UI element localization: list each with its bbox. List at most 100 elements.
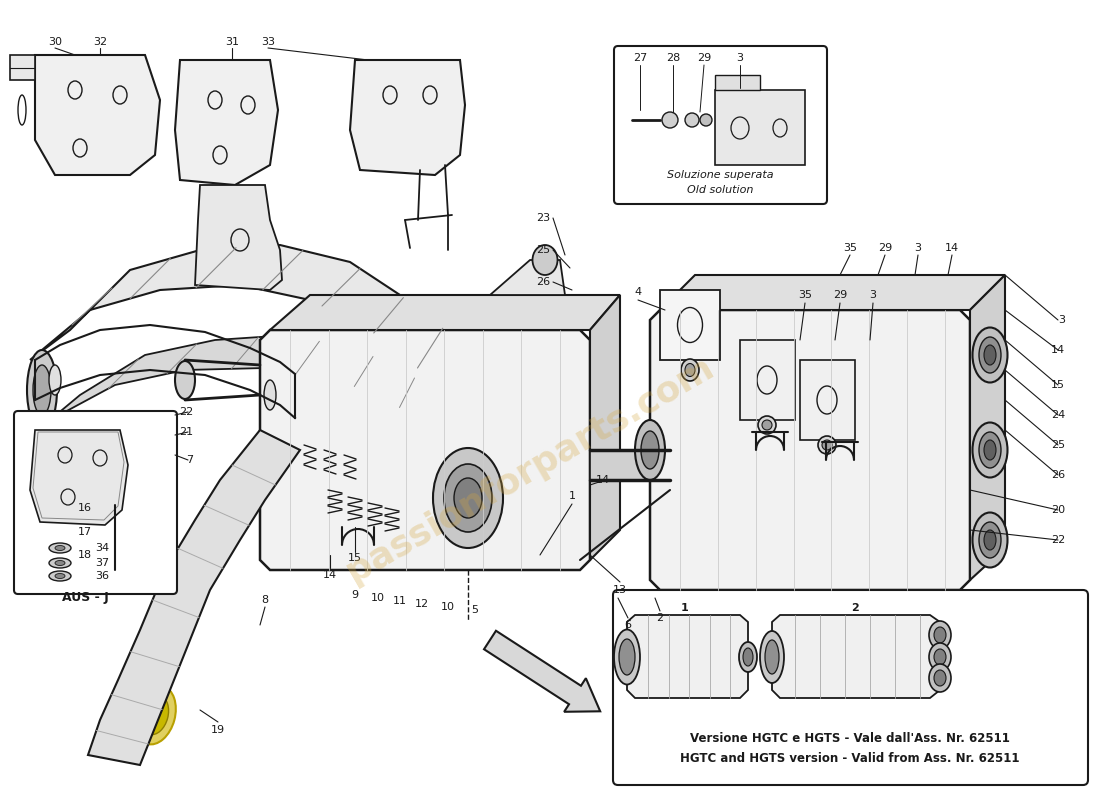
Text: 3: 3: [914, 243, 922, 253]
Text: 14: 14: [596, 475, 611, 485]
Text: 24: 24: [1050, 410, 1065, 420]
Text: 3: 3: [737, 53, 744, 63]
Ellipse shape: [742, 648, 754, 666]
Ellipse shape: [758, 416, 776, 434]
Text: 10: 10: [441, 602, 455, 612]
Text: 31: 31: [226, 37, 239, 47]
Polygon shape: [627, 615, 748, 698]
Polygon shape: [660, 290, 720, 360]
Text: 6: 6: [625, 620, 631, 630]
Text: 1: 1: [569, 491, 575, 501]
Ellipse shape: [984, 345, 996, 365]
Text: 18: 18: [78, 550, 92, 560]
Ellipse shape: [55, 574, 65, 578]
Ellipse shape: [822, 440, 832, 450]
Text: 19: 19: [211, 725, 226, 735]
Text: Old solution: Old solution: [686, 185, 754, 195]
Ellipse shape: [700, 114, 712, 126]
Ellipse shape: [972, 327, 1008, 382]
Polygon shape: [660, 275, 1005, 310]
Polygon shape: [260, 330, 590, 570]
Ellipse shape: [99, 505, 117, 515]
Text: 29: 29: [878, 243, 892, 253]
Text: 15: 15: [348, 553, 362, 563]
Ellipse shape: [685, 363, 695, 377]
Ellipse shape: [33, 365, 51, 415]
Text: 21: 21: [179, 427, 192, 437]
Text: 32: 32: [92, 37, 107, 47]
Text: 14: 14: [945, 243, 959, 253]
Ellipse shape: [433, 448, 503, 548]
Text: 30: 30: [48, 37, 62, 47]
Text: 25: 25: [536, 245, 550, 255]
Text: 23: 23: [536, 213, 550, 223]
Ellipse shape: [454, 478, 482, 518]
Text: 35: 35: [843, 243, 857, 253]
Text: 13: 13: [613, 585, 627, 595]
Polygon shape: [350, 60, 465, 175]
Ellipse shape: [99, 553, 117, 563]
Text: 20: 20: [1050, 505, 1065, 515]
Text: 35: 35: [798, 290, 812, 300]
Polygon shape: [88, 430, 300, 765]
Text: passionforparts.com: passionforparts.com: [340, 350, 719, 590]
Text: 12: 12: [415, 599, 429, 609]
Text: 26: 26: [1050, 470, 1065, 480]
FancyBboxPatch shape: [613, 590, 1088, 785]
Text: 37: 37: [95, 558, 109, 568]
Ellipse shape: [979, 337, 1001, 373]
Ellipse shape: [934, 670, 946, 686]
Ellipse shape: [972, 513, 1008, 567]
Ellipse shape: [50, 543, 72, 553]
Text: Versione HGTC e HGTS - Vale dall'Ass. Nr. 62511: Versione HGTC e HGTS - Vale dall'Ass. Nr…: [690, 731, 1010, 745]
Ellipse shape: [764, 640, 779, 674]
Text: HGTC and HGTS version - Valid from Ass. Nr. 62511: HGTC and HGTS version - Valid from Ass. …: [680, 751, 1020, 765]
Polygon shape: [740, 340, 795, 420]
Text: 29: 29: [697, 53, 711, 63]
Ellipse shape: [175, 361, 195, 399]
Ellipse shape: [930, 664, 952, 692]
Polygon shape: [800, 360, 855, 440]
Ellipse shape: [760, 631, 784, 683]
Text: 14: 14: [1050, 345, 1065, 355]
Text: 9: 9: [351, 590, 359, 600]
Ellipse shape: [662, 112, 678, 128]
Ellipse shape: [264, 380, 276, 410]
Text: 2: 2: [657, 613, 663, 623]
Ellipse shape: [50, 558, 72, 568]
Ellipse shape: [96, 527, 121, 542]
Text: 16: 16: [78, 503, 92, 513]
Ellipse shape: [614, 630, 640, 685]
Ellipse shape: [532, 245, 558, 275]
Polygon shape: [490, 260, 565, 295]
Ellipse shape: [984, 530, 996, 550]
Ellipse shape: [50, 365, 60, 395]
Ellipse shape: [641, 431, 659, 469]
Ellipse shape: [103, 507, 112, 513]
Text: 25: 25: [1050, 440, 1065, 450]
Ellipse shape: [681, 359, 698, 381]
Polygon shape: [650, 310, 970, 590]
Ellipse shape: [444, 464, 492, 532]
Ellipse shape: [102, 531, 114, 539]
Text: 22: 22: [178, 407, 192, 417]
Text: 7: 7: [186, 455, 192, 465]
Text: 34: 34: [95, 543, 109, 553]
Ellipse shape: [55, 561, 65, 566]
Ellipse shape: [979, 522, 1001, 558]
Polygon shape: [30, 245, 475, 400]
Text: 10: 10: [371, 593, 385, 603]
FancyBboxPatch shape: [614, 46, 827, 204]
Polygon shape: [590, 295, 620, 560]
Text: 3: 3: [1058, 315, 1065, 325]
Text: 15: 15: [1050, 380, 1065, 390]
Ellipse shape: [28, 350, 57, 430]
Ellipse shape: [934, 649, 946, 665]
Text: 28: 28: [666, 53, 680, 63]
Text: 17: 17: [78, 527, 92, 537]
Ellipse shape: [142, 695, 168, 734]
Ellipse shape: [55, 546, 65, 550]
Polygon shape: [590, 450, 670, 480]
Text: 29: 29: [833, 290, 847, 300]
Text: 27: 27: [632, 53, 647, 63]
